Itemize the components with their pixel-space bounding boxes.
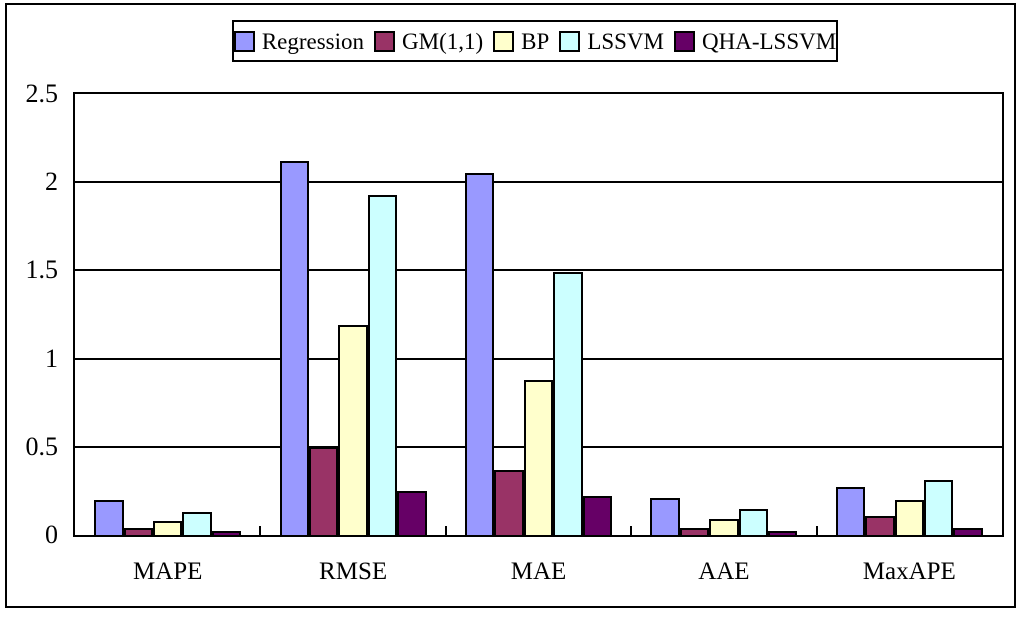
- bar-regression-mae: [465, 173, 495, 535]
- x-axis-category-label: MaxAPE: [862, 558, 956, 585]
- bar-gm-1-1--aae: [679, 527, 710, 535]
- legend-swatch-icon: [674, 30, 696, 52]
- x-axis-tick: [259, 526, 262, 535]
- legend-item: BP: [493, 30, 549, 53]
- bar-regression-mape: [94, 499, 124, 535]
- bar-lssvm-mape: [182, 512, 212, 535]
- bar-qha-lssvm-mape: [211, 531, 242, 535]
- bar-bp-mae: [523, 379, 554, 535]
- y-axis-tick-label: 2: [45, 167, 58, 197]
- legend-swatch-icon: [233, 30, 255, 52]
- bar-qha-lssvm-aae: [768, 531, 798, 535]
- bar-bp-aae: [709, 519, 739, 535]
- x-axis-tick: [444, 526, 447, 535]
- gridline: [75, 269, 1002, 272]
- bar-bp-mape: [153, 520, 183, 535]
- bar-lssvm-aae: [738, 508, 768, 535]
- y-axis-tick-label: 1: [45, 343, 58, 373]
- bar-regression-rmse: [279, 161, 309, 535]
- x-axis-category-label: MAE: [510, 558, 567, 585]
- plot-area: [73, 92, 1004, 537]
- legend-item-label: GM(1,1): [402, 28, 484, 54]
- legend-item: GM(1,1): [374, 30, 483, 53]
- legend-swatch-icon: [559, 30, 581, 52]
- figure-border: [5, 3, 1016, 608]
- bar-lssvm-mae: [553, 272, 583, 535]
- gridline: [75, 357, 1002, 360]
- bar-regression-aae: [650, 497, 680, 535]
- legend-item-label: QHA-LSSVM: [702, 28, 837, 54]
- legend-item: LSSVM: [559, 30, 664, 53]
- bar-gm-1-1--mae: [494, 469, 524, 535]
- x-axis-category-label: MAPE: [132, 558, 203, 585]
- chart-legend: Regression GM(1,1) BP LSSVM QHA-LSSVM: [232, 20, 838, 62]
- x-axis-tick: [815, 526, 818, 535]
- y-axis-tick-label: 0.5: [25, 431, 59, 461]
- bar-bp-rmse: [338, 325, 368, 535]
- legend-item-label: LSSVM: [587, 28, 665, 54]
- bar-gm-1-1--maxape: [865, 515, 895, 535]
- bar-lssvm-rmse: [367, 194, 398, 535]
- bar-gm-1-1--rmse: [309, 446, 339, 535]
- y-axis-tick-label: 2.5: [25, 79, 59, 108]
- bar-qha-lssvm-mae: [582, 496, 612, 535]
- bar-qha-lssvm-maxape: [953, 527, 983, 535]
- bar-qha-lssvm-rmse: [397, 490, 427, 535]
- bar-gm-1-1--mape: [123, 527, 153, 535]
- bar-bp-maxape: [894, 499, 924, 535]
- y-axis-tick-label: 1.5: [25, 255, 59, 285]
- x-axis-category-label: AAE: [698, 558, 750, 585]
- y-axis-tick-label: 0: [45, 520, 58, 549]
- legend-item-label: BP: [521, 28, 550, 54]
- legend-item: Regression: [233, 28, 365, 54]
- legend-swatch-icon: [493, 30, 515, 52]
- x-axis-category-label: RMSE: [319, 558, 388, 585]
- legend-swatch-icon: [374, 30, 396, 52]
- legend-item-label: Regression: [261, 28, 365, 54]
- gridline: [75, 181, 1002, 184]
- bar-regression-maxape: [835, 487, 866, 535]
- x-axis-tick: [630, 526, 633, 535]
- bar-lssvm-maxape: [924, 480, 954, 535]
- legend-item: QHA-LSSVM: [674, 30, 836, 53]
